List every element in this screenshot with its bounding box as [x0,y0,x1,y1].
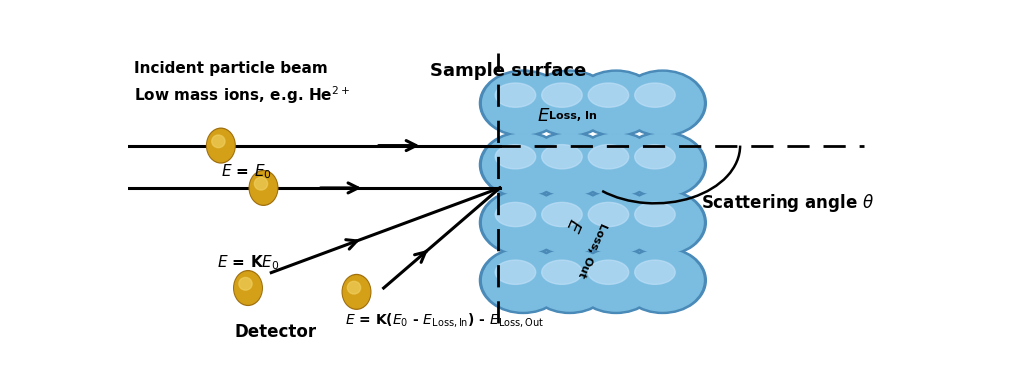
Ellipse shape [542,260,582,284]
Text: Scattering angle $\it{\theta}$: Scattering angle $\it{\theta}$ [702,192,875,215]
Ellipse shape [251,172,277,204]
Ellipse shape [573,247,660,313]
Ellipse shape [542,145,582,169]
Ellipse shape [529,134,610,196]
Ellipse shape [622,250,703,311]
Ellipse shape [495,202,536,227]
Ellipse shape [480,247,567,313]
Ellipse shape [542,83,582,107]
Ellipse shape [208,130,234,162]
Ellipse shape [576,72,657,134]
Ellipse shape [542,202,582,227]
Ellipse shape [529,250,610,311]
Text: $\it{E}$: $\it{E}$ [562,215,584,234]
Ellipse shape [619,132,706,198]
Text: $\it{E}$ = $\it{E}_0$: $\it{E}$ = $\it{E}_0$ [221,163,272,181]
Text: $\it{E}$ = K$\it{E}_0$: $\it{E}$ = K$\it{E}_0$ [217,254,279,272]
Ellipse shape [622,72,703,134]
Ellipse shape [622,134,703,196]
Ellipse shape [576,250,657,311]
Text: Low mass ions, e.g. He$^{2+}$: Low mass ions, e.g. He$^{2+}$ [134,84,350,106]
Ellipse shape [576,134,657,196]
Ellipse shape [619,70,706,136]
Ellipse shape [238,277,252,290]
Ellipse shape [344,276,369,308]
Ellipse shape [483,250,564,311]
Ellipse shape [588,83,629,107]
Ellipse shape [480,70,567,136]
Ellipse shape [619,247,706,313]
Ellipse shape [573,190,660,256]
Ellipse shape [573,132,660,198]
Ellipse shape [588,260,629,284]
Ellipse shape [234,272,261,304]
Ellipse shape [634,145,675,169]
Ellipse shape [526,190,614,256]
Text: $\it{E}$ = K($\it{E}_0$ - $\it{E}_\mathrm{Loss,In}$) - $\it{E}_\mathrm{Loss,Out}: $\it{E}$ = K($\it{E}_0$ - $\it{E}_\mathr… [345,311,544,329]
Ellipse shape [526,70,614,136]
Ellipse shape [526,247,614,313]
Ellipse shape [634,260,675,284]
Text: Incident particle beam: Incident particle beam [134,61,327,76]
Text: Detector: Detector [234,323,316,341]
Ellipse shape [495,260,536,284]
Ellipse shape [480,132,567,198]
Ellipse shape [483,134,564,196]
Ellipse shape [483,72,564,134]
Ellipse shape [207,128,235,163]
Ellipse shape [588,202,629,227]
Text: Loss, Out: Loss, Out [576,221,608,279]
Ellipse shape [622,192,703,253]
Ellipse shape [495,145,536,169]
Ellipse shape [212,135,225,148]
Ellipse shape [233,271,262,305]
Ellipse shape [576,192,657,253]
Ellipse shape [483,192,564,253]
Ellipse shape [634,83,675,107]
Ellipse shape [634,202,675,227]
Ellipse shape [529,72,610,134]
Text: Sample surface: Sample surface [430,63,586,80]
Ellipse shape [480,190,567,256]
Ellipse shape [255,177,268,190]
Ellipse shape [529,192,610,253]
Ellipse shape [250,171,278,205]
Ellipse shape [495,83,536,107]
Ellipse shape [588,145,629,169]
Ellipse shape [348,281,361,294]
Ellipse shape [573,70,660,136]
Ellipse shape [526,132,614,198]
Text: Loss, In: Loss, In [549,111,597,121]
Ellipse shape [619,190,706,256]
Text: $\it{E}$: $\it{E}$ [537,107,550,125]
Ellipse shape [343,274,370,309]
